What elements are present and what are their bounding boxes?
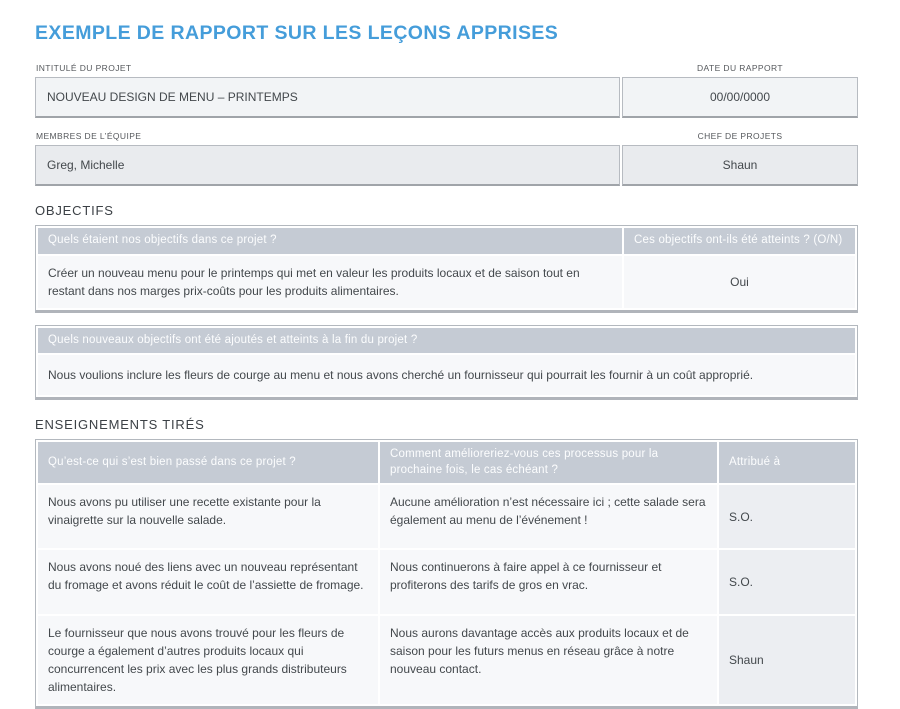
- lessons-row: Nous avons noué des liens avec un nouvea…: [38, 550, 855, 615]
- team-members-field[interactable]: Greg, Michelle: [35, 145, 620, 186]
- report-page: EXEMPLE DE RAPPORT SUR LES LEÇONS APPRIS…: [35, 22, 858, 709]
- project-manager-field[interactable]: Shaun: [622, 145, 858, 186]
- lessons-owner-cell[interactable]: S.O.: [719, 550, 855, 615]
- lessons-owner-header: Attribué à: [719, 442, 855, 484]
- report-date-field[interactable]: 00/00/0000: [622, 77, 858, 118]
- lessons-row: Le fournisseur que nous avons trouvé pou…: [38, 616, 855, 705]
- project-date-row: INTITULÉ DU PROJET NOUVEAU DESIGN DE MEN…: [35, 63, 858, 118]
- lessons-table-wrap: Qu’est-ce qui s’est bien passé dans ce p…: [35, 439, 858, 709]
- report-date-label: DATE DU RAPPORT: [697, 63, 783, 73]
- new-objectives-question-header: Quels nouveaux objectifs ont été ajoutés…: [38, 327, 855, 354]
- objectives-status-cell[interactable]: Oui: [624, 255, 855, 308]
- new-objectives-answer-cell[interactable]: Nous voulions inclure les fleurs de cour…: [38, 355, 855, 396]
- lessons-what-cell[interactable]: Nous avons pu utiliser une recette exist…: [38, 485, 378, 549]
- new-objectives-table: Quels nouveaux objectifs ont été ajoutés…: [36, 326, 857, 398]
- lessons-what-header: Qu’est-ce qui s’est bien passé dans ce p…: [38, 442, 378, 484]
- lessons-row: Nous avons pu utiliser une recette exist…: [38, 485, 855, 549]
- team-members-label: MEMBRES DE L’ÉQUIPE: [36, 131, 142, 141]
- page-title: EXEMPLE DE RAPPORT SUR LES LEÇONS APPRIS…: [35, 22, 559, 44]
- lessons-improve-cell[interactable]: Nous aurons davantage accès aux produits…: [380, 616, 717, 705]
- lessons-what-cell[interactable]: Le fournisseur que nous avons trouvé pou…: [38, 616, 378, 705]
- lessons-owner-cell[interactable]: Shaun: [719, 616, 855, 705]
- objectives-section-title: OBJECTIFS: [35, 203, 114, 218]
- project-name-label: INTITULÉ DU PROJET: [36, 63, 132, 73]
- lessons-owner-cell[interactable]: S.O.: [719, 485, 855, 549]
- lessons-improve-header: Comment amélioreriez-vous ces processus …: [380, 442, 717, 484]
- project-name-field[interactable]: NOUVEAU DESIGN DE MENU – PRINTEMPS: [35, 77, 620, 118]
- objectives-status-header: Ces objectifs ont-ils été atteints ? (O/…: [624, 228, 855, 254]
- project-manager-label: CHEF DE PROJETS: [697, 131, 783, 141]
- lessons-improve-cell[interactable]: Aucune amélioration n’est nécessaire ici…: [380, 485, 717, 549]
- objectives-table-wrap: Quels étaient nos objectifs dans ce proj…: [35, 225, 858, 313]
- objectives-question-header: Quels étaient nos objectifs dans ce proj…: [38, 228, 622, 254]
- new-objectives-table-wrap: Quels nouveaux objectifs ont été ajoutés…: [35, 324, 858, 401]
- lessons-what-cell[interactable]: Nous avons noué des liens avec un nouvea…: [38, 550, 378, 615]
- lessons-section-title: ENSEIGNEMENTS TIRÉS: [35, 417, 205, 433]
- objectives-table: Quels étaient nos objectifs dans ce proj…: [36, 226, 857, 310]
- objectives-answer-cell[interactable]: Créer un nouveau menu pour le printemps …: [38, 255, 622, 308]
- members-manager-row: MEMBRES DE L’ÉQUIPE Greg, Michelle CHEF …: [35, 131, 858, 186]
- lessons-table: Qu’est-ce qui s’est bien passé dans ce p…: [36, 440, 857, 706]
- lessons-improve-cell[interactable]: Nous continuerons à faire appel à ce fou…: [380, 550, 717, 615]
